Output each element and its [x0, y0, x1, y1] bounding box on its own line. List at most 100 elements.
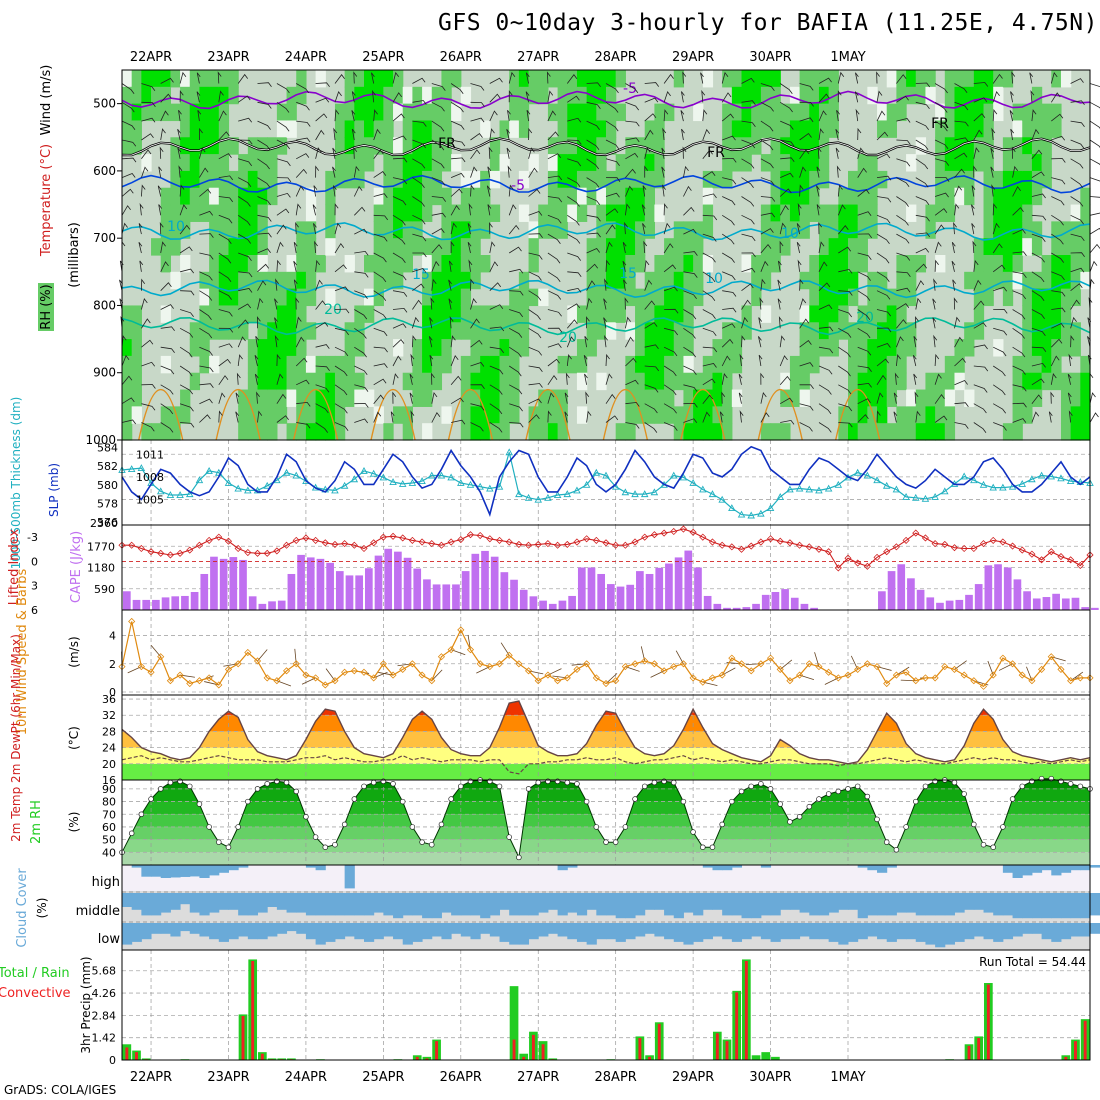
wind-barb — [1012, 418, 1027, 423]
rh-point — [206, 824, 212, 830]
wind-barb — [1031, 214, 1047, 221]
wind-barb — [333, 185, 337, 197]
rh-cell — [635, 154, 646, 172]
wind-barb — [486, 185, 491, 197]
li-point — [931, 540, 939, 548]
rh-cell — [305, 255, 317, 273]
wind-barb — [218, 410, 223, 423]
rh-cell — [673, 406, 685, 424]
rh-cell — [305, 355, 317, 374]
rh-cell — [470, 170, 481, 189]
wind-barb — [683, 384, 698, 392]
rh-cell — [422, 137, 433, 155]
wind-barb — [392, 373, 399, 385]
wind-barb — [431, 83, 446, 91]
wind-barb — [121, 419, 137, 425]
rh-cell — [586, 255, 597, 273]
wind-barb — [257, 101, 272, 109]
wind-barb — [256, 391, 260, 404]
rh-cell — [489, 204, 501, 222]
wind-barb — [586, 316, 590, 329]
wind-barb — [702, 214, 718, 221]
wind-speed-point — [631, 660, 639, 668]
wind-barb — [894, 372, 899, 385]
rh-cell — [122, 423, 133, 441]
wind-barb — [1031, 411, 1040, 423]
rh-point — [671, 779, 677, 786]
rh-cell — [170, 103, 181, 122]
wind-barb — [799, 166, 807, 178]
wind-barb — [450, 120, 465, 130]
wind-barb — [818, 326, 834, 332]
thickness-point — [505, 448, 513, 456]
rh-cell — [944, 372, 956, 391]
wind-speed-point — [805, 660, 813, 668]
rh-cell — [809, 288, 820, 307]
rh-cell — [441, 103, 452, 122]
rh-cell — [683, 389, 694, 407]
wind-barb — [915, 410, 921, 423]
wind-barb — [934, 120, 948, 132]
wind-barb — [351, 128, 356, 141]
rh-point — [767, 786, 774, 792]
rh-cell — [809, 255, 820, 273]
cape-bar — [229, 557, 238, 610]
cape-bar — [907, 578, 915, 610]
wind-barb — [760, 158, 774, 169]
rh-cell — [935, 170, 946, 189]
cloud-cell — [557, 893, 568, 916]
rh-cell — [296, 355, 307, 374]
rh-cell — [141, 70, 152, 88]
rh-cell — [964, 389, 975, 407]
tick-label: 60 — [102, 821, 116, 834]
rh-cell — [635, 221, 646, 239]
wind-barb — [314, 240, 318, 254]
wind-barb — [1012, 346, 1026, 358]
wind-barb — [238, 288, 253, 293]
wind10m-label: 10m Wind Speed & Barbs — [15, 569, 30, 736]
thickness-point — [476, 482, 484, 490]
tick-label: 36 — [102, 693, 116, 706]
precip-convective-bar — [648, 1056, 652, 1060]
wind-barb — [663, 384, 677, 396]
wind-barb — [644, 384, 659, 393]
wind-barb — [796, 223, 801, 235]
wind-barb — [779, 83, 793, 94]
rh-cell — [373, 288, 384, 307]
wind-barb — [605, 139, 620, 150]
wind-barb — [218, 175, 234, 181]
wind-barb — [586, 158, 600, 170]
precip-convective-bar — [977, 1038, 981, 1060]
wind-speed-point — [205, 674, 213, 682]
wind-barb — [470, 362, 485, 367]
rh-cell — [906, 288, 917, 307]
rh-cell — [412, 103, 423, 122]
rh-cell — [954, 187, 965, 206]
wind-barb — [218, 343, 233, 349]
rh-cell — [1022, 187, 1033, 206]
wind-barb — [1051, 271, 1065, 281]
wind-barb — [838, 403, 853, 412]
thickness-point — [737, 510, 746, 518]
rh-cell — [935, 372, 946, 391]
rh-cell — [625, 154, 636, 172]
wind-barb — [721, 113, 734, 122]
wind-barb — [412, 252, 427, 258]
rh-cell — [906, 339, 917, 357]
wind-barb — [973, 403, 987, 414]
wind-barb — [1031, 171, 1045, 178]
cloud-cell — [315, 923, 326, 945]
wind-barb — [625, 185, 634, 197]
rh-cell — [809, 305, 820, 323]
rh-cell — [751, 86, 762, 105]
wind-barb — [623, 279, 627, 291]
rh-cell — [867, 288, 878, 307]
rh-cell — [151, 238, 162, 256]
wind-barb — [489, 304, 504, 310]
cloud-cell — [673, 893, 684, 919]
rh-cell — [393, 86, 404, 105]
wind-barb — [470, 83, 485, 91]
date-label-top: 1MAY — [830, 50, 865, 65]
rh-cell — [402, 423, 413, 441]
wind-speed-point — [466, 646, 475, 654]
